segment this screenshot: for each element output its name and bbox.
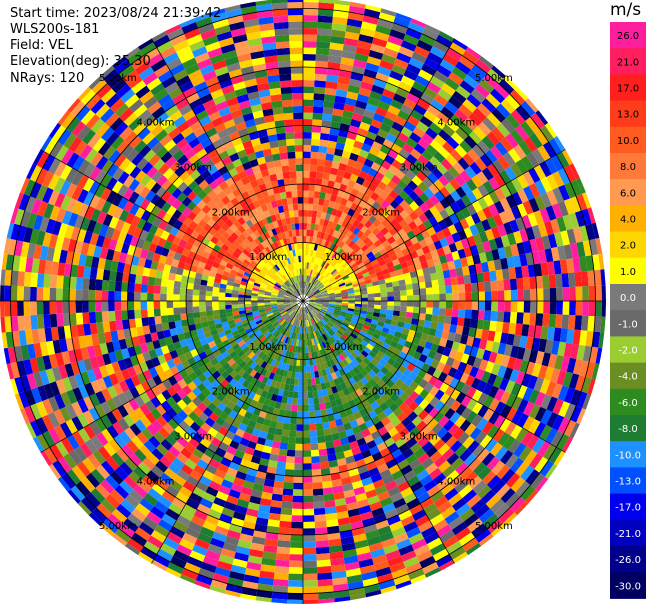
colorbar-unit: m/s: [610, 0, 642, 20]
colorbar-tick-label: -10.0: [615, 450, 641, 461]
range-ring-label: 3.00km: [400, 431, 438, 442]
range-ring-label: 4.00km: [437, 118, 475, 129]
azimuth-spoke: [151, 38, 304, 302]
colorbar-tick-label: 21.0: [617, 57, 639, 68]
colorbar-tick-label: 10.0: [617, 136, 639, 147]
azimuth-spoke: [302, 300, 455, 564]
range-ring-label: 5.00km: [475, 521, 513, 532]
range-rings: 1.00km 1.00km 1.00km 1.00km 2.00km 2.00km 2.00…: [0, 0, 606, 604]
colorbar-tick-label: -1.0: [618, 319, 638, 330]
colorbar-cell: [610, 74, 646, 102]
colorbar-tick-label: 4.0: [620, 215, 636, 226]
colorbar-tick-label: -2.0: [618, 346, 638, 357]
start-time-label: Start time: 2023/08/24 21:39:42: [10, 6, 222, 21]
colorbar-tick-label: -8.0: [618, 424, 638, 435]
azimuth-spoke: [151, 300, 304, 564]
range-ring-label: 1.00km: [325, 342, 363, 353]
colorbar-cell: [610, 48, 646, 75]
colorbar-tick-label: 26.0: [617, 31, 639, 42]
colorbar-tick-label: 6.0: [620, 188, 636, 199]
field-label: Field: VEL: [10, 38, 73, 53]
colorbar-cell: [610, 572, 646, 599]
colorbar-cell: [610, 100, 646, 128]
colorbar-tick-label: 17.0: [617, 84, 639, 95]
colorbar-tick-label: 2.0: [620, 241, 636, 252]
colorbar-cell: [610, 415, 646, 442]
range-ring-label: 4.00km: [437, 476, 475, 487]
colorbar-cell: [610, 179, 646, 206]
range-ring-label: 1.00km: [249, 342, 287, 353]
range-ring-label: 2.00km: [362, 387, 400, 398]
colorbar-cell: [610, 284, 646, 311]
colorbar-cell: [610, 336, 646, 364]
colorbar-tick-label: 13.0: [617, 110, 639, 121]
colorbar-cell: [610, 153, 646, 180]
colorbar-cell: [610, 493, 646, 521]
colorbar-tick-label: -26.0: [615, 555, 641, 566]
colorbar-tick-label: 0.0: [620, 293, 636, 304]
range-ring-label: 2.00km: [362, 207, 400, 218]
instrument-label: WLS200s-181: [10, 22, 100, 37]
colorbar-tick-label: 8.0: [620, 162, 636, 173]
ppi-sweep: [0, 0, 606, 604]
range-ring-label: 3.00km: [174, 431, 212, 442]
range-ring-label: 5.00km: [475, 73, 513, 84]
colorbar-tick-label: -13.0: [615, 477, 641, 488]
colorbar-cell: [610, 257, 646, 285]
azimuth-spoke: [302, 300, 566, 453]
colorbar-tick-label: -17.0: [615, 503, 641, 514]
colorbar-cell: [610, 310, 646, 337]
range-ring-label: 4.00km: [137, 476, 175, 487]
colorbar-cell: [610, 546, 646, 573]
colorbar-cell: [610, 441, 646, 468]
range-ring-label: 2.00km: [212, 207, 250, 218]
colorbar-cell: [610, 231, 646, 259]
azimuth-spoke: [302, 149, 566, 302]
colorbar-tick-label: -21.0: [615, 529, 641, 540]
colorbar-tick-label: -6.0: [618, 398, 638, 409]
colorbar: 26.0 21.0 17.0 13.0 10.0 8.0 6.0 4.0 2.0 1.0 0.0 -1…: [610, 22, 646, 599]
nrays-label: NRays: 120: [10, 71, 85, 86]
range-ring-label: 1.00km: [325, 252, 363, 263]
colorbar-tick-label: -4.0: [618, 372, 638, 383]
range-ring-label: 3.00km: [400, 163, 438, 174]
colorbar-cell: [610, 126, 646, 154]
azimuth-spoke: [40, 300, 304, 453]
colorbar-cell: [610, 519, 646, 547]
range-ring-label: 5.00km: [99, 73, 137, 84]
azimuth-spoke: [40, 149, 304, 302]
range-ring-label: 5.00km: [99, 521, 137, 532]
azimuth-spoke: [302, 38, 455, 302]
colorbar-tick-label: -30.0: [615, 581, 641, 592]
colorbar-cell: [610, 467, 646, 495]
elevation-label: Elevation(deg): 35.30: [10, 54, 151, 69]
colorbar-cell: [610, 388, 646, 416]
colorbar-cell: [610, 362, 646, 390]
colorbar-tick-label: 1.0: [620, 267, 636, 278]
range-ring-label: 2.00km: [212, 387, 250, 398]
colorbar-cell: [610, 205, 646, 233]
colorbar-cell: [610, 22, 646, 49]
range-ring-label: 3.00km: [174, 163, 212, 174]
range-ring-label: 1.00km: [249, 252, 287, 263]
range-ring-label: 4.00km: [137, 118, 175, 129]
